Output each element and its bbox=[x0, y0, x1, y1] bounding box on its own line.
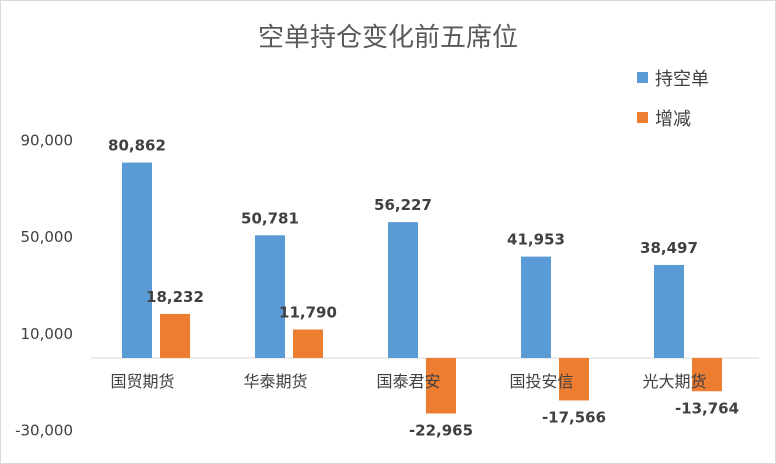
data-label: 50,781 bbox=[241, 209, 299, 227]
bar-short-position bbox=[388, 222, 418, 358]
category-label: 国投安信 bbox=[509, 372, 573, 391]
bar-change bbox=[692, 358, 722, 392]
legend-label: 持空单 bbox=[655, 69, 709, 90]
category-label: 国泰君安 bbox=[376, 372, 440, 391]
chart-title: 空单持仓变化前五席位 bbox=[258, 23, 518, 53]
legend-swatch bbox=[637, 72, 648, 83]
legend-label: 增减 bbox=[655, 109, 691, 130]
bar-short-position bbox=[521, 256, 551, 358]
data-label: 41,953 bbox=[507, 231, 565, 249]
bar-change bbox=[293, 329, 323, 358]
y-tick-label: 90,000 bbox=[21, 132, 74, 150]
bar-short-position bbox=[255, 235, 285, 358]
data-label: -13,764 bbox=[675, 399, 739, 417]
data-label: -17,566 bbox=[542, 408, 606, 426]
y-tick-label: 10,000 bbox=[21, 325, 74, 343]
y-tick-label: -30,000 bbox=[15, 422, 73, 440]
category-label: 华泰期货 bbox=[243, 372, 307, 391]
bar-change bbox=[160, 313, 190, 358]
legend-swatch bbox=[637, 112, 648, 123]
data-label: 80,862 bbox=[108, 137, 166, 155]
data-label: 38,497 bbox=[640, 239, 698, 257]
bar-change bbox=[559, 358, 589, 401]
bar-change bbox=[426, 358, 456, 414]
data-label: 11,790 bbox=[279, 304, 337, 322]
bar-short-position bbox=[122, 162, 152, 358]
data-label: 18,232 bbox=[146, 288, 204, 306]
bar-short-position bbox=[654, 264, 684, 358]
category-label: 光大期货 bbox=[642, 372, 706, 391]
data-label: 56,227 bbox=[374, 196, 432, 214]
y-tick-label: 50,000 bbox=[21, 228, 74, 246]
category-label: 国贸期货 bbox=[110, 372, 174, 391]
data-label: -22,965 bbox=[409, 421, 473, 439]
